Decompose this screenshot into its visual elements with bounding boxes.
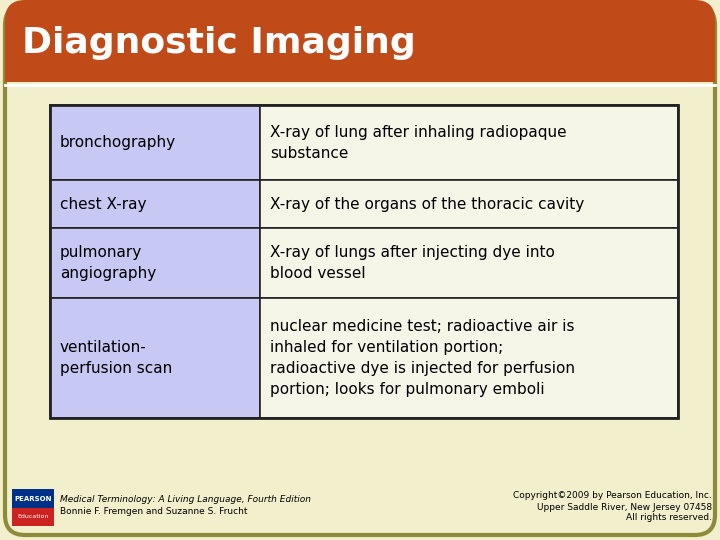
Text: X-ray of lung after inhaling radiopaque
substance: X-ray of lung after inhaling radiopaque … [270, 125, 567, 160]
Bar [50, 180, 260, 228]
Bar [5, 41, 715, 82]
Text: Medical Terminology: A Living Language, Fourth Edition: Medical Terminology: A Living Language, … [60, 496, 311, 504]
Text: X-ray of lungs after injecting dye into
blood vessel: X-ray of lungs after injecting dye into … [270, 245, 555, 281]
Text: Diagnostic Imaging: Diagnostic Imaging [22, 26, 415, 60]
FancyBboxPatch shape [5, 5, 715, 535]
Bar [260, 228, 678, 298]
Text: ventilation-
perfusion scan: ventilation- perfusion scan [60, 340, 172, 376]
Bar [260, 298, 678, 418]
Text: pulmonary
angiography: pulmonary angiography [60, 245, 156, 281]
Text: Bonnie F. Fremgen and Suzanne S. Frucht: Bonnie F. Fremgen and Suzanne S. Frucht [60, 508, 248, 516]
Bar [50, 298, 260, 418]
Text: X-ray of the organs of the thoracic cavity: X-ray of the organs of the thoracic cavi… [270, 197, 584, 212]
Text: All rights reserved.: All rights reserved. [626, 514, 712, 523]
Text: Upper Saddle River, New Jersey 07458: Upper Saddle River, New Jersey 07458 [537, 503, 712, 511]
Text: chest X-ray: chest X-ray [60, 197, 146, 212]
Bar [50, 105, 260, 180]
Bar [50, 228, 260, 298]
Text: PEARSON: PEARSON [14, 496, 52, 502]
Bar [12, 489, 54, 508]
Bar [260, 180, 678, 228]
Bar [50, 105, 678, 418]
Bar [12, 508, 54, 526]
Text: Copyright©2009 by Pearson Education, Inc.: Copyright©2009 by Pearson Education, Inc… [513, 491, 712, 501]
Text: nuclear medicine test; radioactive air is
inhaled for ventilation portion;
radio: nuclear medicine test; radioactive air i… [270, 319, 575, 397]
Bar [260, 105, 678, 180]
Text: Education: Education [17, 514, 49, 519]
FancyBboxPatch shape [5, 0, 715, 82]
Text: bronchography: bronchography [60, 135, 176, 150]
